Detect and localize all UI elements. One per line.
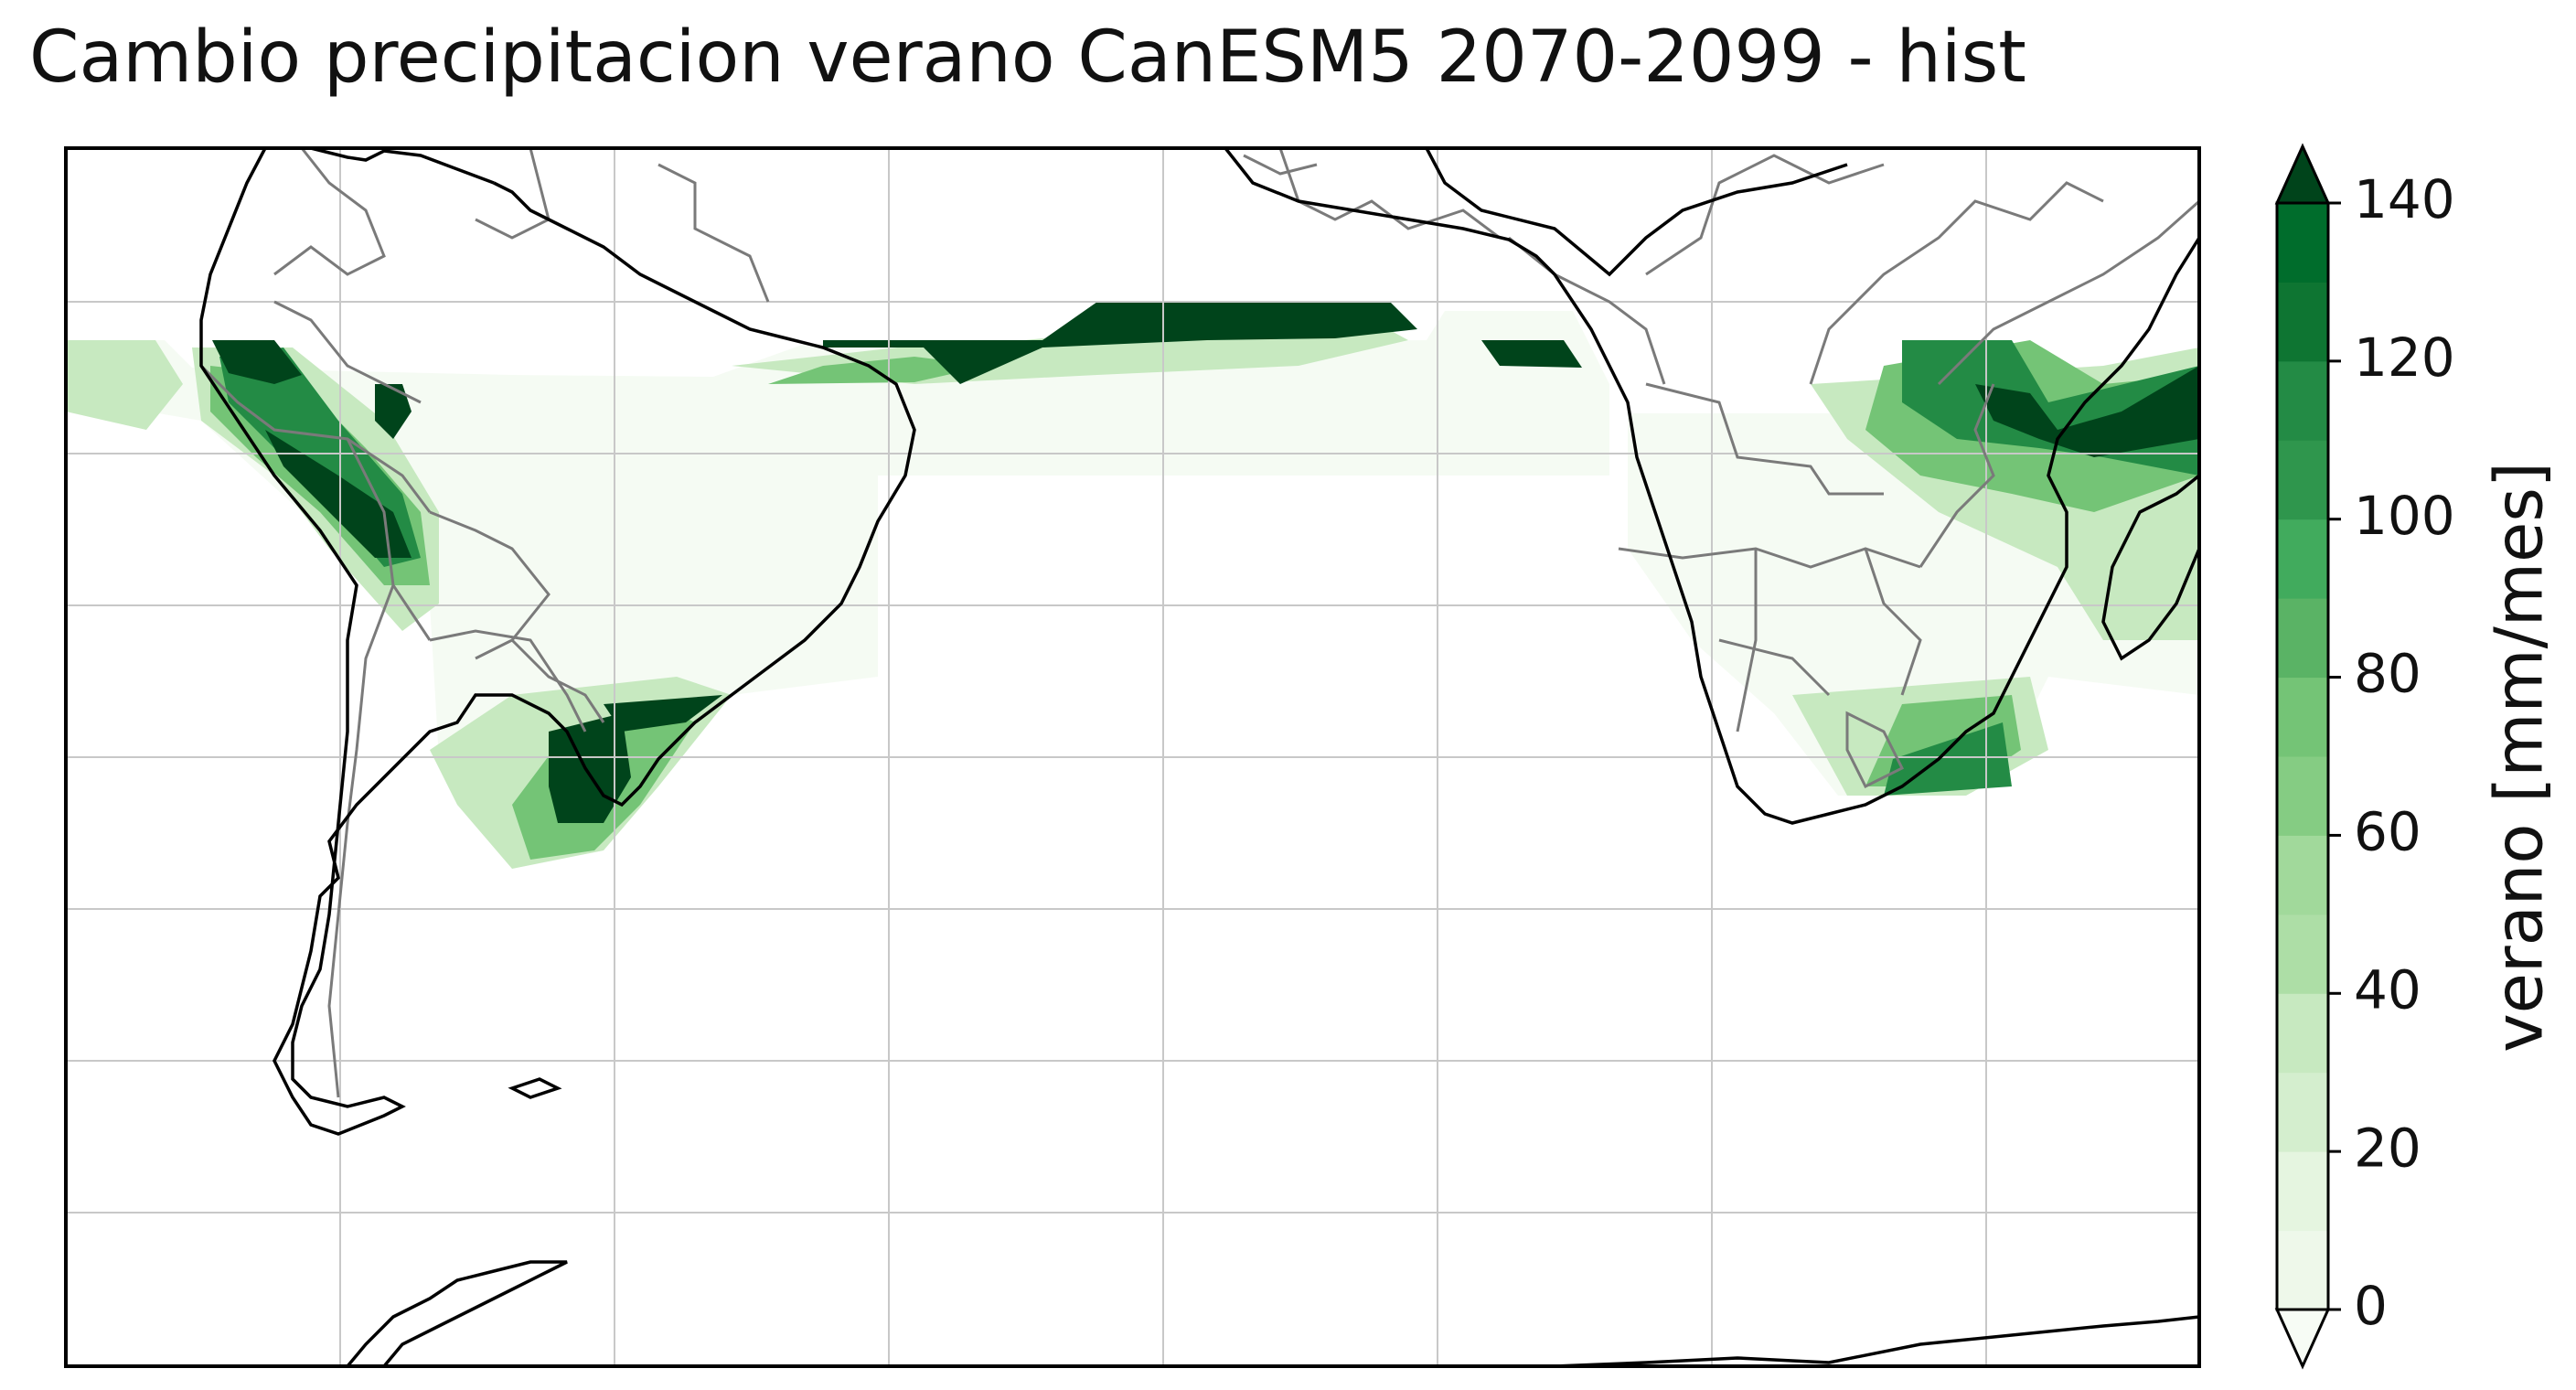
colorbar-segment: [2277, 282, 2328, 362]
colorbar-tick-label: 140: [2354, 168, 2455, 230]
colorbar-segment: [2277, 677, 2328, 757]
colorbar-extend-max: [2274, 143, 2331, 205]
colorbar-frame: [2275, 201, 2330, 1311]
colorbar-tick-label: 20: [2354, 1117, 2421, 1179]
field-andes-darkest: [265, 430, 412, 558]
colorbar-segment: [2277, 756, 2328, 836]
colorbar-tick-label: 40: [2354, 958, 2421, 1021]
field-south-america-pale: [66, 311, 1609, 869]
colorbar-segment: [2277, 1151, 2328, 1232]
coast-africa-north: [1425, 148, 1848, 277]
coast-north-sa: [310, 148, 495, 185]
coastlines: [199, 148, 2199, 1366]
map-title: Cambio precipitacion verano CanESM5 2070…: [29, 16, 2026, 99]
colorbar: 0 20 40 60 80 100 120 140: [2274, 143, 2455, 1370]
colorbar-segment: [2277, 440, 2328, 520]
colorbar-segment: [2277, 360, 2328, 441]
field-gabon-darkest: [1481, 340, 1582, 368]
field-itcz-darkest: [823, 302, 1417, 384]
colorbar-segment: [2277, 1230, 2328, 1310]
colorbar-tick-label: 120: [2354, 326, 2455, 389]
colorbar-segment: [2277, 1072, 2328, 1152]
colorbar-segment: [2277, 914, 2328, 994]
coast-falklands: [508, 1077, 562, 1099]
colorbar-tick-label: 60: [2354, 801, 2421, 863]
coast-madagascar: [2101, 473, 2199, 661]
colorbar-tick-label: 100: [2354, 485, 2455, 547]
colorbar-segment: [2277, 993, 2328, 1074]
gridlines: [66, 148, 2199, 1366]
colorbar-label: verano [mm/mes]: [2481, 462, 2558, 1053]
colorbar-segment: [2277, 835, 2328, 915]
colorbar-tick-label: 0: [2354, 1275, 2388, 1337]
colorbar-segment: [2277, 203, 2328, 283]
map-area[interactable]: [66, 148, 2199, 1366]
coast-antarctica-east: [1554, 1315, 2199, 1366]
coast-south-america: [199, 148, 916, 1136]
colorbar-extend-min: [2274, 1308, 2331, 1370]
colorbar-segment: [2277, 519, 2328, 599]
coast-africa: [1224, 148, 2199, 825]
field-blob-darkest: [375, 384, 412, 439]
map-frame: [64, 146, 2201, 1368]
field-west-light: [66, 340, 183, 430]
field-peru-darkest: [212, 340, 302, 384]
colorbar-segment: [2277, 598, 2328, 679]
field-mozambique-darkest: [1975, 366, 2199, 457]
colorbar-tick-label: 80: [2354, 643, 2421, 705]
field-uruguay-darkest: [549, 713, 631, 823]
field-brazil-coast-darkest: [604, 695, 722, 732]
precip-field: [66, 302, 2199, 869]
coast-antarctica: [346, 1260, 568, 1366]
